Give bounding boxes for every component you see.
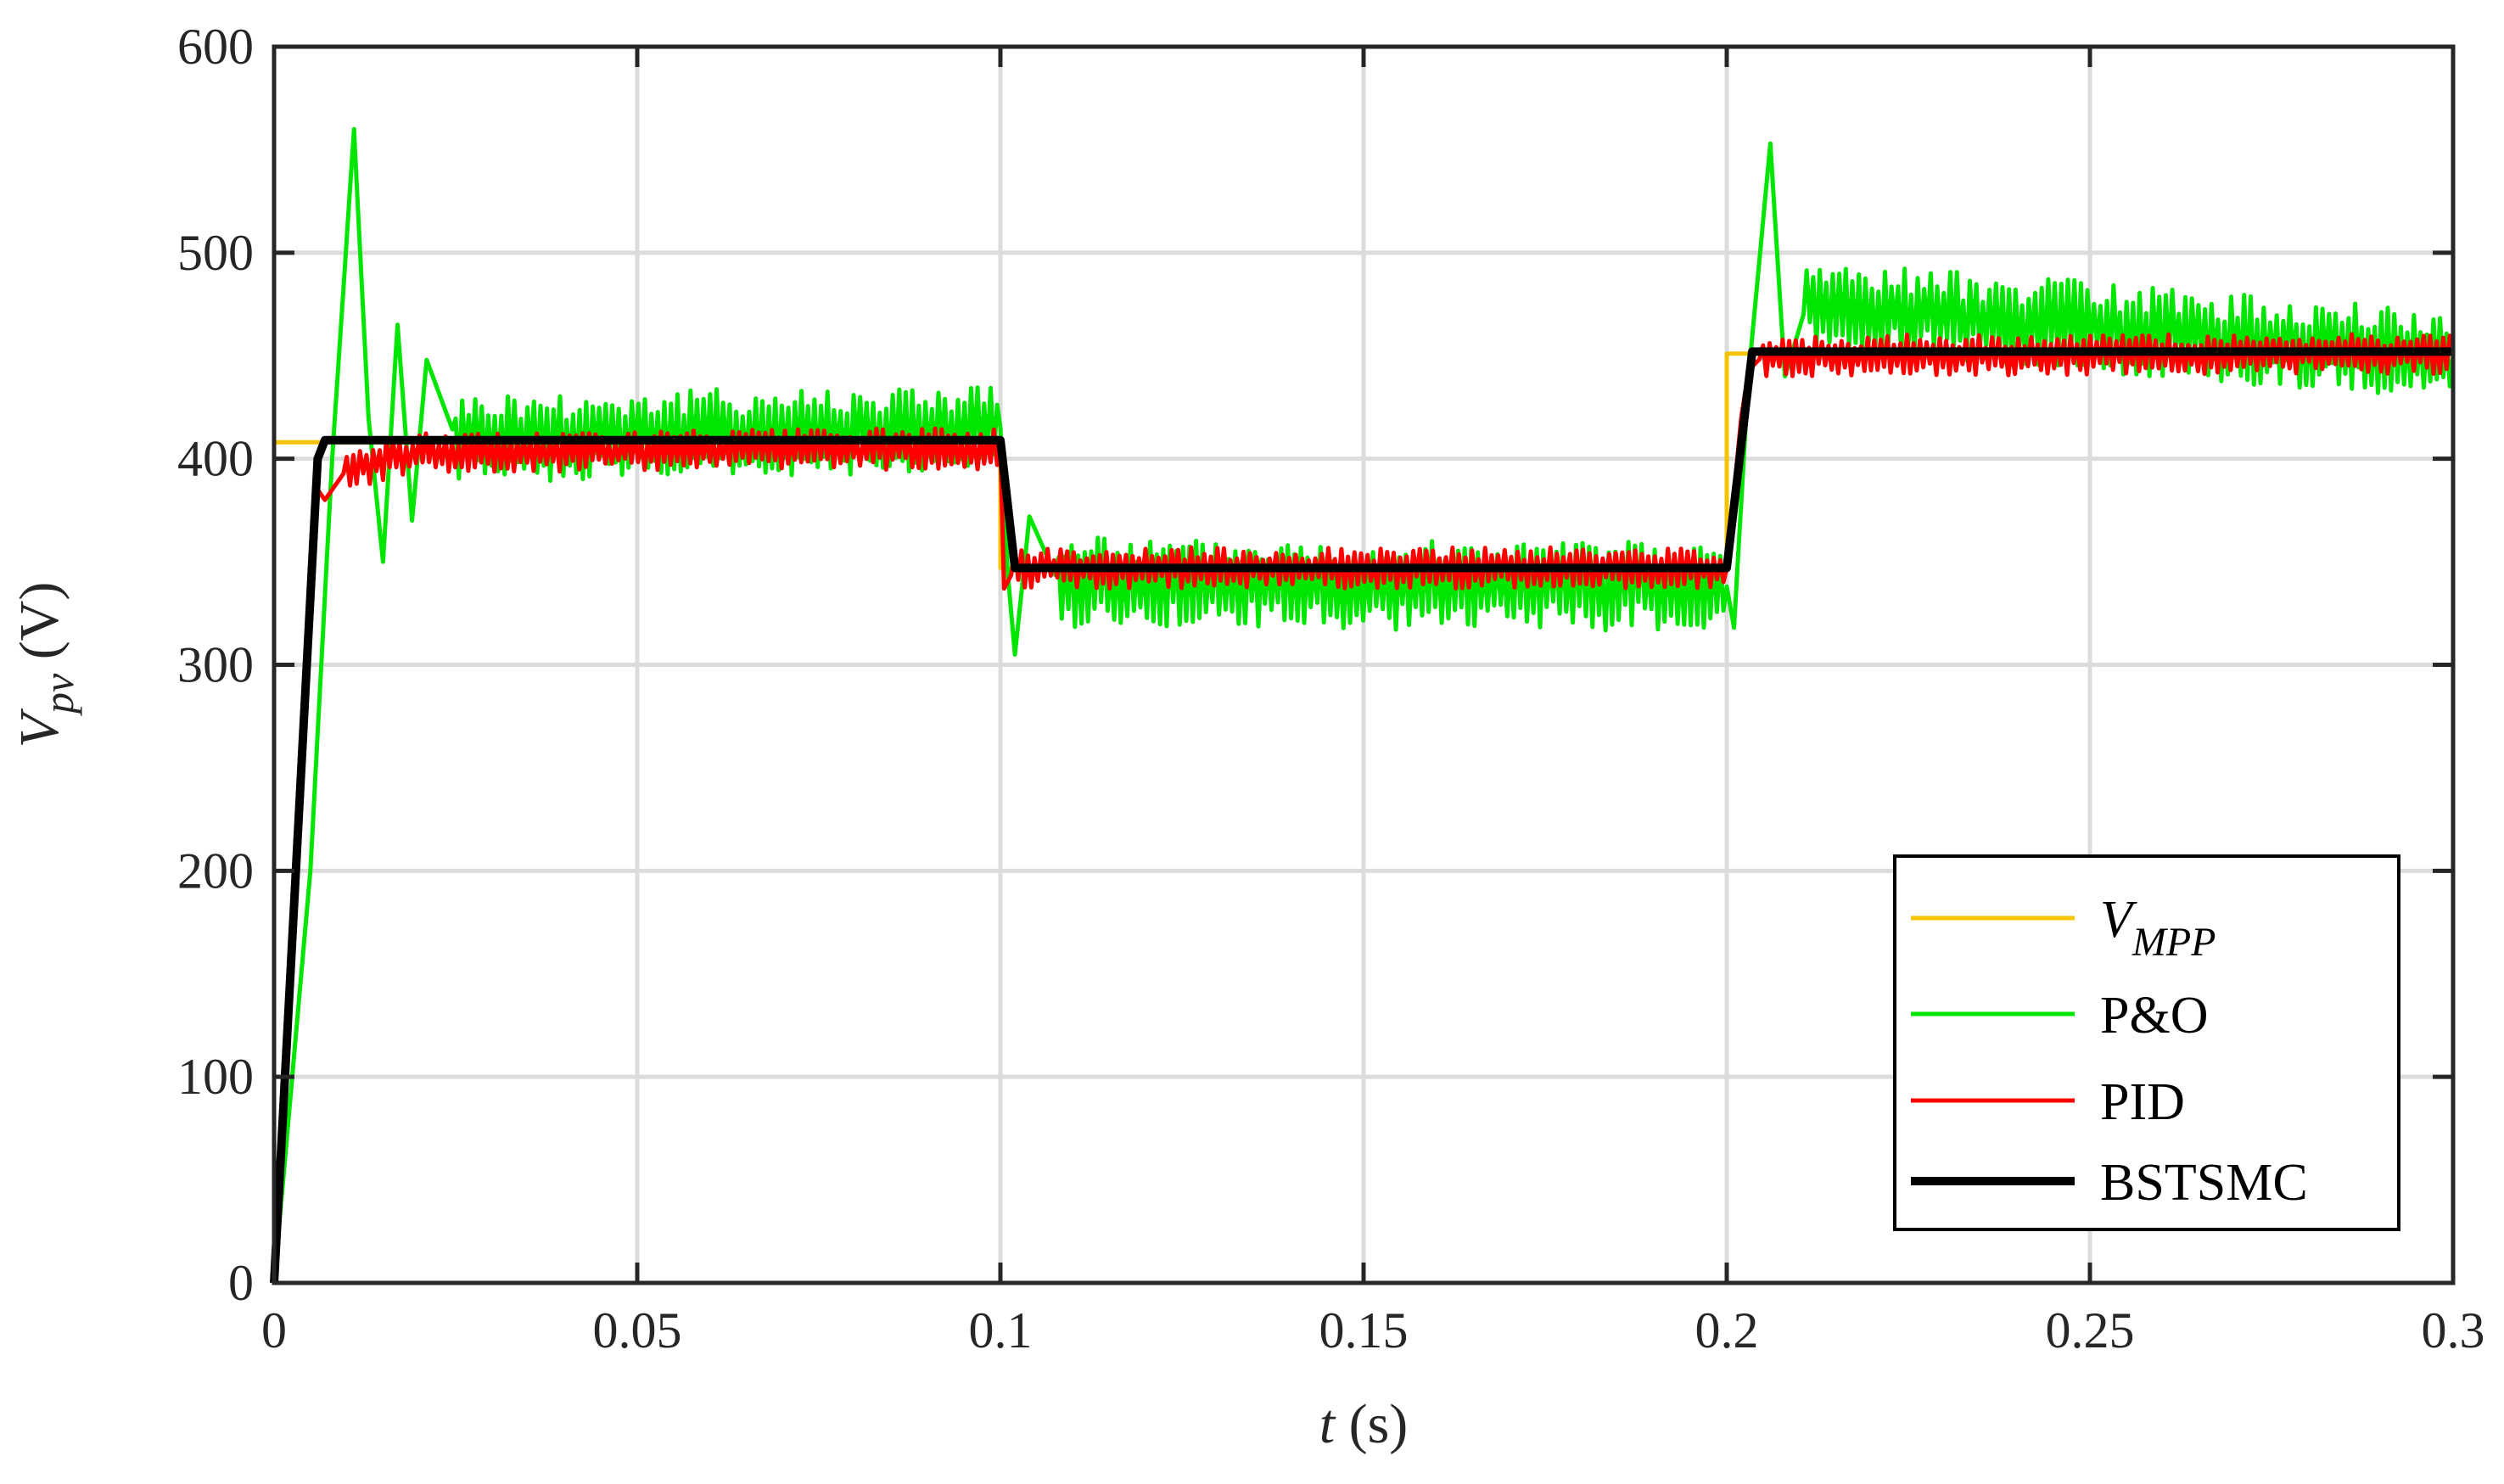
y-tick-label: 500: [177, 225, 254, 281]
y-axis-label: Vpv (V): [8, 582, 82, 748]
x-tick-label: 0.2: [1695, 1302, 1759, 1358]
ticks: [272, 44, 2456, 1285]
tick-labels: 0 0.05 0.1 0.15 0.2 0.25 0.3 0 100 200 300 400 500 60…: [177, 19, 2485, 1358]
x-tick-label: 0.05: [593, 1302, 682, 1358]
legend-items: VMPP P&O PID BSTSMC: [1911, 891, 2308, 1212]
y-tick-label: 0: [228, 1255, 254, 1311]
series-line-v-mpp: [274, 351, 2453, 570]
y-tick-label: 300: [177, 637, 254, 693]
y-tick-label: 100: [177, 1049, 254, 1105]
legend-label: P&O: [2100, 987, 2208, 1044]
legend-label: BSTSMC: [2100, 1154, 2308, 1212]
y-tick-label: 600: [177, 19, 254, 75]
legend-label: VMPP: [2100, 891, 2216, 965]
legend-label: PID: [2100, 1073, 2185, 1131]
x-tick-label: 0.25: [2046, 1302, 2135, 1358]
series-line-bstsmc: [270, 347, 2453, 1284]
y-tick-label: 400: [177, 431, 254, 487]
x-tick-label: 0.1: [969, 1302, 1033, 1358]
x-axis-label: t (s): [1319, 1393, 1409, 1455]
plot-area: [270, 126, 2456, 1284]
y-tick-label: 200: [177, 843, 254, 899]
x-tick-label: 0.15: [1319, 1302, 1409, 1358]
x-tick-label: 0: [261, 1302, 287, 1358]
legend: VMPP P&O PID BSTSMC: [1893, 854, 2400, 1231]
x-tick-label: 0.3: [2422, 1302, 2485, 1358]
